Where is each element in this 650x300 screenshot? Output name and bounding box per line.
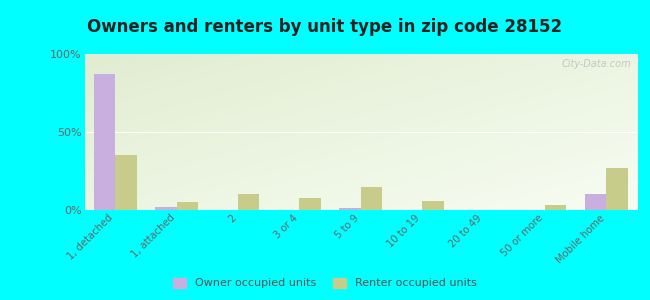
Legend: Owner occupied units, Renter occupied units: Owner occupied units, Renter occupied un… (173, 278, 477, 288)
Bar (545, 205, 566, 210)
Bar (300, 197, 321, 210)
Bar (585, 194, 606, 210)
Bar (422, 201, 443, 210)
Bar (177, 202, 198, 210)
Bar (155, 207, 177, 210)
Bar (115, 155, 136, 210)
Bar (361, 187, 382, 210)
Bar (339, 208, 361, 210)
Text: Owners and renters by unit type in zip code 28152: Owners and renters by unit type in zip c… (88, 18, 562, 36)
Bar (238, 194, 259, 210)
Bar (606, 168, 628, 210)
Bar (94, 74, 115, 210)
Text: City-Data.com: City-Data.com (562, 59, 632, 69)
